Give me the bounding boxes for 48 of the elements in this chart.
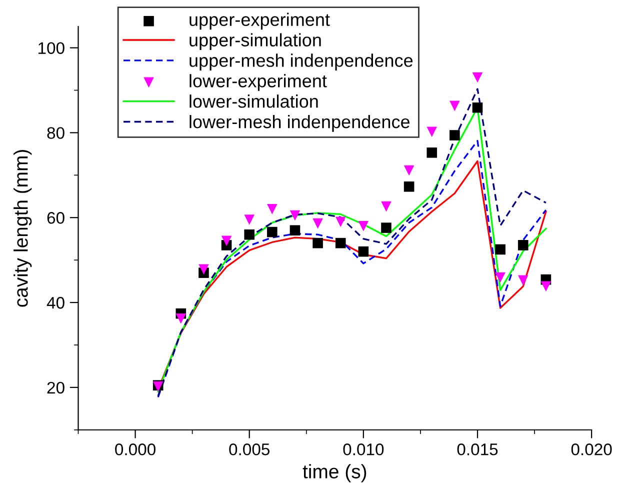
point (244, 229, 255, 240)
point (472, 72, 483, 83)
point (221, 236, 232, 246)
point (312, 238, 323, 248)
x-axis-title: time (s) (302, 464, 366, 482)
y-tick-label: 40 (46, 296, 64, 309)
legend-label: lower-experiment (190, 74, 327, 91)
y-tick-label: 80 (47, 127, 64, 139)
x-tick-label: 0.010 (343, 444, 384, 456)
point (518, 275, 528, 286)
legend-label: lower-simulation (190, 94, 318, 108)
point (244, 214, 255, 225)
point (290, 210, 300, 221)
point (426, 126, 438, 137)
point (176, 313, 186, 324)
point (312, 218, 323, 229)
point (335, 216, 346, 227)
y-axis-title: cavity length (mm) (14, 150, 32, 307)
legend-label: upper-experiment (190, 12, 330, 30)
point (381, 222, 392, 233)
point (472, 102, 483, 113)
point (404, 165, 414, 176)
point (267, 204, 278, 214)
point (335, 238, 346, 248)
y-tick-label: 20 (47, 382, 64, 394)
point (381, 201, 392, 212)
point (358, 220, 369, 232)
legend-label: upper-mesh indenpendence (190, 54, 413, 70)
legend-label: upper-simulation (190, 33, 321, 50)
point (426, 148, 438, 158)
point (358, 246, 369, 257)
legend-label: lower-mesh indenpendence (190, 114, 410, 132)
point (495, 272, 506, 283)
point (404, 181, 414, 192)
x-tick-label: 0.015 (457, 444, 498, 456)
point (267, 226, 278, 238)
point (290, 225, 300, 236)
x-tick-label: 0.000 (115, 444, 156, 456)
point (450, 130, 460, 140)
x-tick-label: 0.005 (229, 444, 270, 456)
x-tick-label: 0.020 (571, 444, 612, 456)
point (450, 100, 460, 112)
point (198, 264, 209, 275)
y-tick-label: 100 (38, 42, 64, 54)
point (495, 244, 506, 255)
y-tick-label: 60 (47, 212, 64, 224)
point (518, 240, 528, 250)
point (540, 281, 552, 292)
